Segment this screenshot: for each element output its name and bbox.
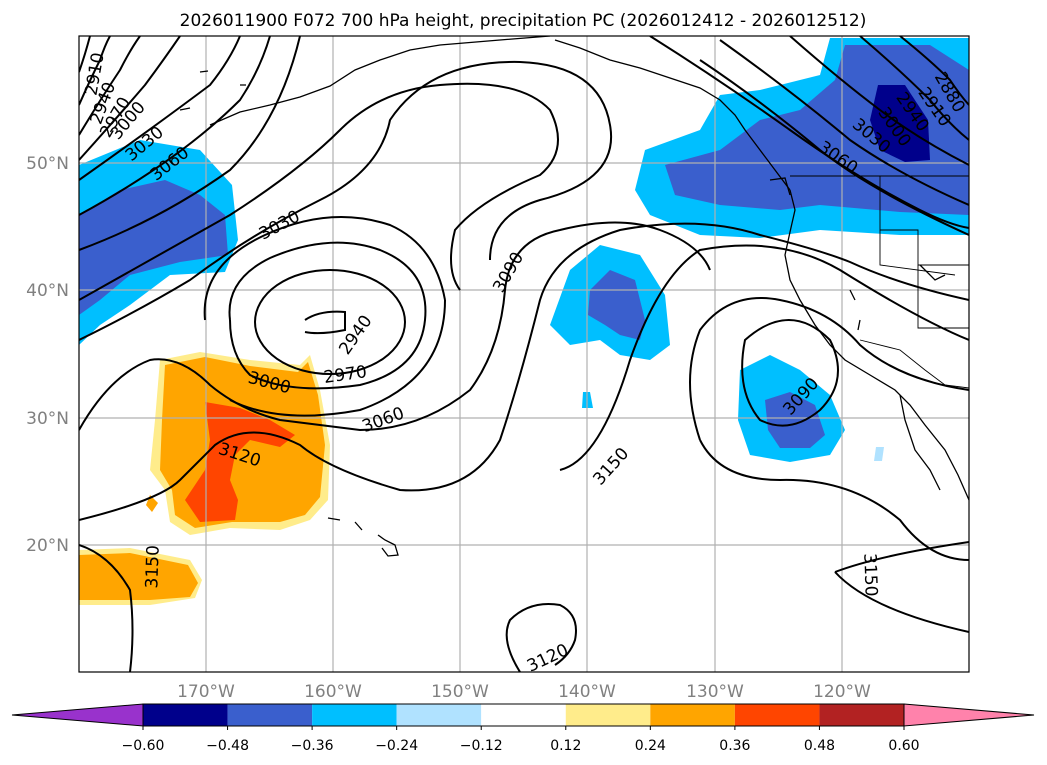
svg-text:3150: 3150: [859, 553, 880, 597]
map-frame: [78, 35, 970, 673]
shade-cp-mid: [588, 270, 645, 340]
svg-text:160°W: 160°W: [304, 682, 362, 702]
svg-text:20°N: 20°N: [26, 536, 69, 556]
svg-text:2940: 2940: [335, 312, 376, 359]
svg-text:30°N: 30°N: [26, 409, 69, 429]
svg-text:150°W: 150°W: [431, 682, 489, 702]
colorbar-bin: [143, 704, 228, 726]
colorbar-bin: [734, 704, 820, 726]
svg-text:3090: 3090: [489, 249, 528, 296]
colorbar-tick-label: 0.24: [635, 738, 666, 754]
svg-text:130°W: 130°W: [686, 682, 744, 702]
latitude-labels: 50°N 40°N 30°N 20°N: [26, 154, 69, 556]
svg-text:140°W: 140°W: [558, 682, 616, 702]
colorbar-bin: [227, 704, 313, 726]
colorbar-tick-label: 0.48: [804, 738, 835, 754]
borders: [790, 175, 969, 389]
graticule: [79, 36, 969, 672]
colorbar-tick-label: −0.12: [460, 738, 503, 754]
svg-text:3030: 3030: [256, 207, 304, 245]
colorbar-tick-label: −0.24: [375, 738, 418, 754]
colorbar-tick-label: −0.60: [122, 738, 165, 754]
colorbar-bin: [481, 704, 566, 726]
svg-text:3120: 3120: [524, 640, 572, 676]
colorbar: −0.60 −0.48 −0.36 −0.24 −0.12 0.12 0.24 0.36 0.4…: [11, 703, 1035, 754]
shade-nw-mid: [79, 180, 228, 315]
colorbar-bin: [396, 704, 482, 726]
longitude-labels: 170°W 160°W 150°W 140°W 130°W 120°W: [177, 682, 871, 702]
colorbar-bin: [819, 704, 904, 726]
svg-text:50°N: 50°N: [26, 154, 69, 174]
svg-text:170°W: 170°W: [177, 682, 235, 702]
colorbar-tick-label: 0.60: [888, 738, 919, 754]
colorbar-tick-label: −0.36: [291, 738, 334, 754]
shade-pos-sw-mid: [79, 553, 198, 600]
coastlines: [179, 36, 969, 557]
svg-text:120°W: 120°W: [813, 682, 871, 702]
colorbar-tick-label: −0.48: [206, 738, 249, 754]
precip-shading: [79, 38, 969, 605]
colorbar-tick-label: 0.12: [550, 738, 581, 754]
colorbar-bin: [312, 704, 397, 726]
colorbar-over: [903, 703, 1035, 727]
colorbar-bin: [565, 704, 651, 726]
svg-text:3150: 3150: [142, 545, 163, 589]
height-contours: [79, 36, 969, 672]
svg-text:40°N: 40°N: [26, 281, 69, 301]
map-title: 2026011900 F072 700 hPa height, precipit…: [180, 11, 867, 31]
colorbar-tick-label: 0.36: [719, 738, 750, 754]
colorbar-under: [11, 703, 144, 727]
colorbar-bin: [650, 704, 735, 726]
shade-ep-mid: [765, 392, 825, 448]
shade-pos-dark: [185, 402, 295, 522]
svg-text:3150: 3150: [589, 444, 633, 490]
